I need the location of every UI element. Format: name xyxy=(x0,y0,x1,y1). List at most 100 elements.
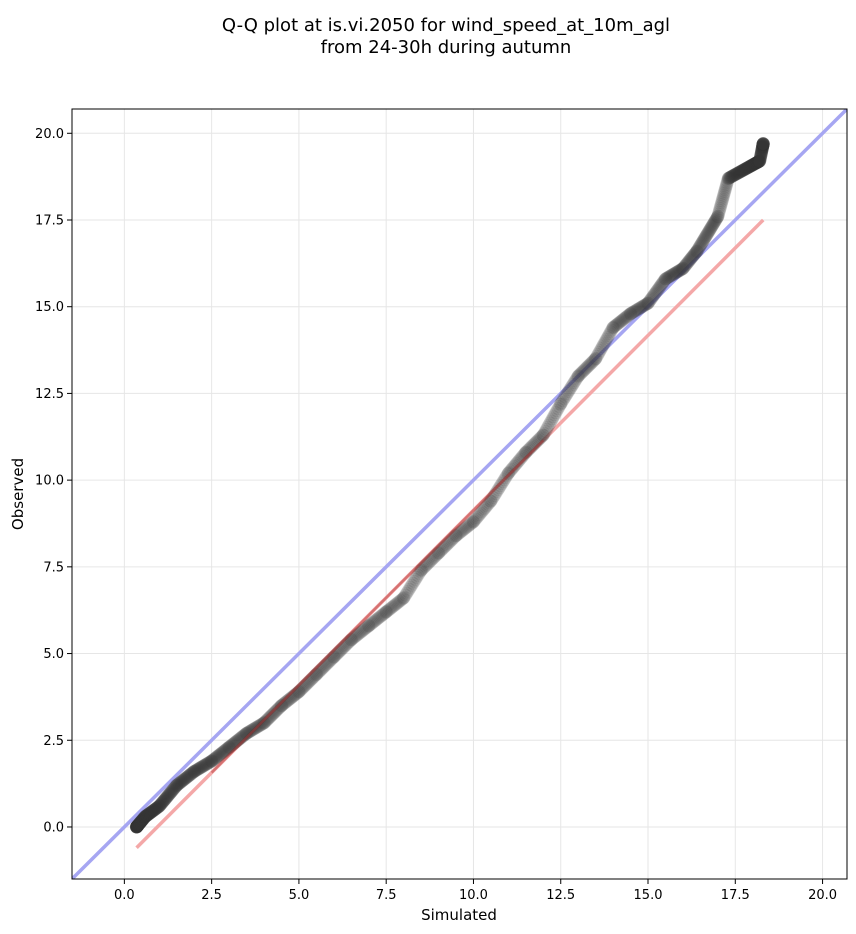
qq-point xyxy=(580,360,594,374)
qq-point xyxy=(296,681,310,695)
qq-point xyxy=(736,163,750,177)
qq-point xyxy=(731,166,745,180)
qq-point xyxy=(133,816,147,830)
qq-point xyxy=(303,673,317,687)
qq-point xyxy=(267,706,281,720)
qq-point xyxy=(735,164,749,178)
qq-point xyxy=(179,771,193,785)
qq-point xyxy=(131,818,145,832)
qq-point xyxy=(714,199,728,213)
qq-point xyxy=(209,751,223,765)
qq-point xyxy=(711,210,725,224)
y-tick-label: 15.0 xyxy=(35,300,64,315)
qq-point xyxy=(131,818,145,832)
qq-point xyxy=(737,162,751,176)
qq-point xyxy=(272,701,286,715)
qq-point xyxy=(408,572,422,586)
qq-point xyxy=(590,349,604,363)
qq-point xyxy=(411,568,425,582)
qq-point xyxy=(335,642,349,656)
qq-point xyxy=(683,253,697,267)
qq-point xyxy=(676,261,690,275)
qq-point xyxy=(703,222,717,236)
qq-point xyxy=(188,764,202,778)
qq-point xyxy=(645,291,659,305)
qq-point xyxy=(753,154,767,168)
qq-point xyxy=(664,269,678,283)
qq-point xyxy=(299,678,313,692)
qq-point xyxy=(170,778,184,792)
qq-point xyxy=(166,783,180,797)
qq-point xyxy=(526,438,540,452)
qq-point xyxy=(603,327,617,341)
qq-point xyxy=(617,312,631,326)
qq-point xyxy=(688,246,702,260)
qq-point xyxy=(144,806,158,820)
qq-point xyxy=(711,209,725,223)
qq-point xyxy=(390,597,404,610)
qq-point xyxy=(666,268,680,282)
qq-point xyxy=(130,820,144,834)
y-tick-label: 7.5 xyxy=(43,560,64,575)
qq-point xyxy=(710,210,724,224)
qq-point xyxy=(653,279,667,293)
qq-point xyxy=(192,762,206,776)
qq-point xyxy=(472,508,486,522)
qq-point xyxy=(576,364,590,378)
qq-point xyxy=(694,237,708,251)
qq-point xyxy=(397,591,411,605)
qq-point xyxy=(138,810,152,824)
qq-point xyxy=(746,158,760,172)
qq-point xyxy=(204,754,218,768)
qq-point xyxy=(502,465,516,479)
x-axis: 0.0 2.5 5.0 7.5 10.0 12.5 15.0 17.5 20.0 xyxy=(114,879,837,903)
qq-point xyxy=(427,550,441,564)
qq-point xyxy=(148,802,162,816)
qq-point xyxy=(496,475,510,489)
qq-point xyxy=(365,616,379,630)
qq-point xyxy=(755,141,769,155)
qq-point xyxy=(281,693,295,707)
qq-point xyxy=(403,580,417,594)
qq-point xyxy=(209,750,223,764)
qq-point xyxy=(710,211,724,225)
qq-point xyxy=(373,610,387,624)
qq-point xyxy=(305,671,319,685)
qq-point xyxy=(682,254,696,268)
qq-point xyxy=(726,169,740,183)
fit-line-overlay xyxy=(210,439,545,774)
qq-point xyxy=(132,817,146,831)
qq-point xyxy=(147,803,161,817)
qq-point xyxy=(141,807,155,821)
qq-point xyxy=(168,781,182,795)
qq-point xyxy=(276,697,290,711)
qq-point xyxy=(744,159,758,173)
qq-point xyxy=(142,807,156,821)
qq-point xyxy=(713,203,727,217)
qq-point xyxy=(530,434,544,448)
qq-point xyxy=(170,778,184,792)
qq-point xyxy=(749,156,763,170)
qq-point xyxy=(138,810,152,824)
qq-point xyxy=(131,819,145,833)
qq-point xyxy=(744,159,758,173)
qq-point xyxy=(248,721,262,735)
qq-point xyxy=(615,314,629,328)
qq-point xyxy=(608,319,622,333)
qq-point xyxy=(752,154,766,168)
qq-point xyxy=(336,641,350,655)
qq-point xyxy=(677,260,691,274)
qq-point xyxy=(756,139,770,153)
qq-point xyxy=(690,243,704,257)
qq-point xyxy=(136,812,150,826)
qq-point xyxy=(270,703,284,717)
qq-point xyxy=(262,711,276,725)
qq-point xyxy=(635,300,649,314)
qq-point xyxy=(523,441,537,455)
qq-point xyxy=(674,263,688,277)
qq-point xyxy=(701,225,715,239)
qq-point xyxy=(200,757,214,771)
qq-point xyxy=(214,747,228,761)
qq-point xyxy=(738,162,752,176)
qq-point xyxy=(219,743,233,757)
